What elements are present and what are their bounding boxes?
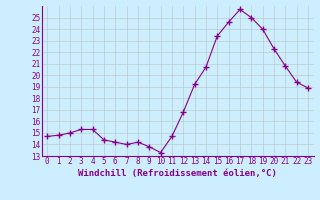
X-axis label: Windchill (Refroidissement éolien,°C): Windchill (Refroidissement éolien,°C) — [78, 169, 277, 178]
